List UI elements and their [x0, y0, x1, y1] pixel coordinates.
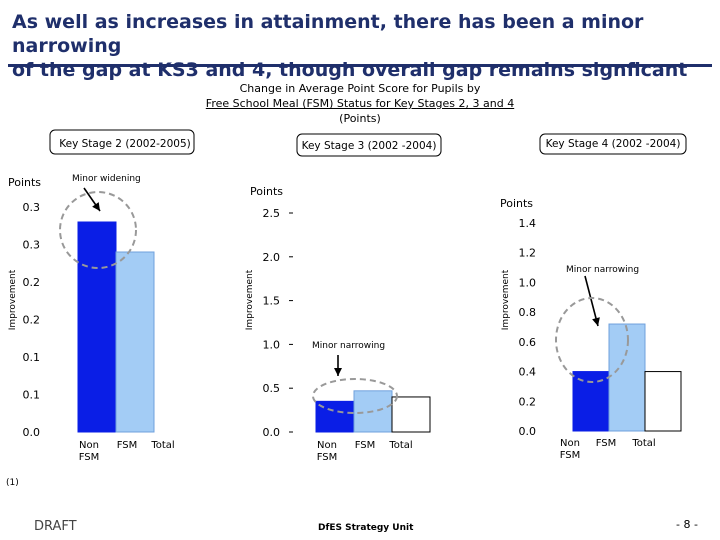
annotation-arrowhead	[92, 202, 100, 211]
annotation-label: Minor widening	[72, 174, 141, 184]
subtitle-line1: Change in Average Point Score for Pupils…	[239, 82, 481, 95]
panel-title: Key Stage 4 (2002 -2004)	[546, 138, 681, 150]
bar-total	[644, 371, 682, 432]
y-tick-label: 0.0	[519, 425, 537, 438]
y-tick-label: 0.3	[23, 239, 41, 252]
slide-title-line1: As well as increases in attainment, ther…	[12, 11, 644, 57]
annotation-arrowhead	[592, 317, 600, 326]
annotation-label: Minor narrowing	[566, 265, 639, 275]
bar-fsm	[115, 251, 155, 433]
y-tick-label: 1.0	[263, 338, 281, 351]
unit-label: Points	[8, 176, 41, 189]
y-tick-label: 0.8	[519, 306, 537, 319]
y-tick-label: 1.0	[519, 276, 537, 289]
category-label: Total	[631, 438, 655, 449]
y-axis-label: Improvement	[245, 269, 255, 330]
category-label: Non FSM	[560, 438, 581, 461]
y-tick-label: 0.0	[263, 426, 281, 439]
panel-title-box	[296, 133, 442, 157]
highlight-ellipse	[555, 297, 629, 383]
y-tick-label: 0.3	[23, 201, 41, 214]
annotation-arrow	[584, 275, 599, 327]
bar-non-fsm	[572, 371, 610, 432]
category-label: Non FSM	[317, 440, 338, 463]
chart-subtitle: Change in Average Point Score for Pupils…	[180, 81, 540, 126]
subtitle-line2: Free School Meal (FSM) Status for Key St…	[205, 97, 515, 110]
category-label: Non FSM	[79, 440, 100, 463]
title-divider	[8, 64, 712, 67]
y-tick-label: 2.0	[263, 251, 281, 264]
y-tick-label: 0.1	[23, 389, 41, 402]
y-tick-label: 0.6	[519, 336, 537, 349]
y-tick-label: 0.2	[519, 395, 537, 408]
unit-label: Points	[250, 185, 283, 198]
y-tick-label: 0.5	[263, 382, 281, 395]
bar-non-fsm	[77, 221, 117, 433]
panel-title-box	[49, 129, 195, 155]
footnote: (1)	[6, 478, 19, 488]
highlight-ellipse	[59, 191, 137, 269]
y-tick-label: 0.1	[23, 351, 41, 364]
highlight-ellipse	[312, 378, 398, 414]
page-number: - 8 -	[676, 518, 698, 531]
y-axis-label: Improvement	[8, 269, 18, 330]
category-label: FSM	[596, 438, 617, 449]
panel-title-box	[539, 133, 687, 155]
annotation-arrowhead	[334, 368, 342, 376]
y-tick-label: 0.2	[23, 314, 41, 327]
unit-label: Points	[500, 197, 533, 210]
y-tick-label: 0.4	[519, 366, 537, 379]
category-label: FSM	[117, 440, 138, 451]
unit-label: DfES Strategy Unit	[318, 523, 414, 533]
category-label: Total	[150, 440, 174, 451]
y-tick-label: 0.0	[23, 426, 41, 439]
y-tick-label: 1.5	[263, 295, 281, 308]
category-label: FSM	[355, 440, 376, 451]
bar-total	[391, 396, 431, 433]
y-axis-label: Improvement	[501, 269, 511, 330]
y-tick-label: 2.5	[263, 207, 281, 220]
panel-title: Key Stage 3 (2002 -2004)	[302, 140, 437, 152]
y-tick-label: 1.2	[519, 247, 537, 260]
category-label: Total	[388, 440, 412, 451]
y-tick-label: 0.2	[23, 276, 41, 289]
draft-label: DRAFT	[34, 519, 77, 534]
subtitle-line3: (Points)	[339, 112, 381, 125]
panel-title: Key Stage 2 (2002-2005)	[59, 138, 191, 150]
y-tick-label: 1.4	[519, 217, 537, 230]
annotation-label: Minor narrowing	[312, 341, 385, 351]
